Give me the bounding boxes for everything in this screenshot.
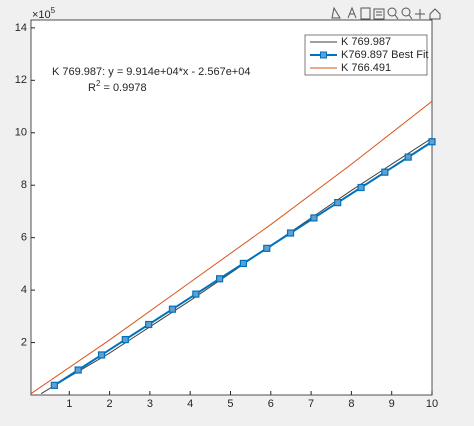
marker (357, 183, 365, 192)
marker (310, 214, 318, 222)
y-tick-label: 14 (15, 22, 27, 34)
equation: K 769.987: y = 9.914e+04*x - 2.567e+04 (52, 66, 250, 78)
series-line (31, 100, 432, 395)
x-tick-label: 4 (187, 398, 193, 410)
x-tick-label: 1 (66, 398, 72, 410)
y-tick-label: 8 (21, 179, 27, 191)
marker (286, 229, 295, 237)
r-value: = 0.9978 (100, 82, 146, 94)
marker (404, 153, 412, 161)
toolbar-icon[interactable] (387, 7, 397, 17)
x-tick-label: 9 (389, 398, 395, 410)
marker (145, 320, 153, 329)
y-tick-label: 4 (21, 284, 27, 296)
exponent-base: ×10 (32, 9, 51, 21)
series-line (40, 137, 432, 395)
marker (216, 275, 224, 283)
y-tick-label: 2 (21, 336, 27, 348)
marker (381, 168, 389, 176)
marker (334, 198, 342, 207)
toolbar-icon[interactable] (415, 9, 425, 19)
marker (428, 138, 436, 146)
exponent-power: 5 (51, 6, 56, 15)
marker (74, 366, 82, 374)
legend-label: K 769.987 (341, 36, 391, 48)
marker (263, 244, 271, 252)
x-tick-label: 3 (147, 398, 153, 410)
y-tick-label: 6 (21, 232, 27, 244)
exponent-label: ×105 (32, 6, 56, 21)
marker (239, 259, 247, 268)
r-power: 2 (96, 79, 101, 88)
toolbar-icon[interactable] (401, 7, 411, 17)
toolbar-icon[interactable] (360, 7, 371, 20)
toolbar-icon[interactable] (331, 6, 341, 19)
y-tick-label: 12 (15, 74, 27, 86)
toolbar-icon[interactable] (373, 8, 385, 20)
x-tick-label: 8 (348, 398, 354, 410)
toolbar (331, 6, 441, 20)
marker (121, 335, 129, 344)
legend-label: K769.897 Best Fit (341, 49, 428, 61)
x-tick-label: 5 (227, 398, 233, 410)
r-label: R (88, 82, 96, 94)
r-squared: R2 = 0.9978 (88, 79, 147, 94)
marker (50, 381, 58, 389)
legend-marker (320, 51, 327, 59)
toolbar-icon[interactable] (429, 8, 441, 20)
marker (97, 351, 106, 359)
x-tick-label: 7 (308, 398, 314, 410)
marker (168, 305, 177, 313)
x-tick-label: 10 (426, 398, 438, 410)
x-tick-label: 6 (268, 398, 274, 410)
y-tick-label: 10 (15, 127, 27, 139)
marker (192, 290, 200, 298)
x-tick-label: 2 (107, 398, 113, 410)
toolbar-icon[interactable] (347, 6, 357, 19)
legend-label: K 766.491 (341, 62, 391, 74)
axes (30, 19, 433, 396)
